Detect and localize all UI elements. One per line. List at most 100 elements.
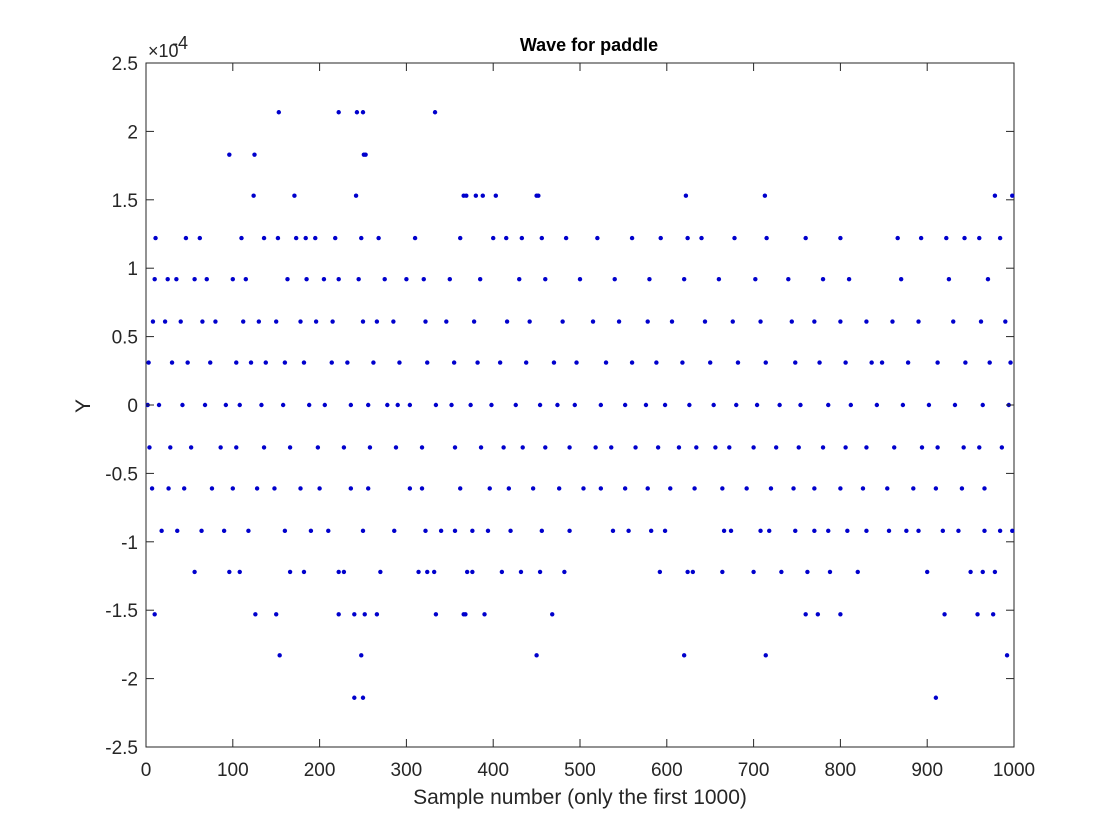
data-point xyxy=(681,276,687,282)
data-point xyxy=(977,445,982,450)
data-point xyxy=(341,445,347,450)
data-point xyxy=(975,612,980,617)
data-point xyxy=(432,110,438,115)
data-point xyxy=(353,193,359,198)
data-point xyxy=(506,486,512,491)
x-tick-label: 0 xyxy=(141,760,152,781)
data-point xyxy=(534,653,539,658)
y-tick-label: 2.5 xyxy=(112,54,138,75)
data-point xyxy=(263,360,268,365)
data-point xyxy=(777,402,782,408)
data-point xyxy=(978,319,984,324)
data-point xyxy=(146,360,151,365)
data-point xyxy=(303,235,308,241)
data-point xyxy=(916,528,921,534)
data-point xyxy=(683,193,689,198)
data-point xyxy=(421,276,426,282)
data-point xyxy=(838,235,843,241)
data-point xyxy=(518,569,524,575)
data-point xyxy=(820,276,826,282)
data-point xyxy=(308,528,314,534)
data-point xyxy=(826,528,831,534)
data-point xyxy=(539,235,545,241)
data-point xyxy=(419,445,425,450)
data-point xyxy=(330,319,335,324)
data-point xyxy=(581,486,586,491)
data-point xyxy=(527,319,532,324)
data-point xyxy=(280,402,286,408)
data-point xyxy=(218,445,223,450)
data-point xyxy=(728,528,734,534)
data-point xyxy=(1010,193,1015,198)
data-point xyxy=(181,486,187,491)
data-point xyxy=(458,235,463,241)
data-point xyxy=(277,653,282,658)
data-point xyxy=(192,276,197,282)
data-point xyxy=(720,486,725,491)
data-point xyxy=(992,569,998,575)
y-exponent-base: ×10 xyxy=(148,41,179,61)
data-point xyxy=(933,486,939,491)
chart-title: Wave for paddle xyxy=(520,35,658,55)
data-point xyxy=(209,486,215,491)
data-point xyxy=(508,528,513,534)
x-tick-label: 900 xyxy=(911,760,943,781)
data-point xyxy=(513,402,518,408)
data-point xyxy=(183,235,189,241)
data-point xyxy=(423,528,428,534)
x-tick-label: 600 xyxy=(651,760,683,781)
data-point xyxy=(152,276,157,282)
data-point xyxy=(168,445,173,450)
data-point xyxy=(475,360,480,365)
data-point xyxy=(590,319,596,324)
data-point xyxy=(900,402,906,408)
data-point xyxy=(165,276,170,282)
data-point xyxy=(246,528,251,534)
data-point xyxy=(812,528,817,534)
data-point xyxy=(227,569,232,575)
data-point xyxy=(407,402,413,408)
y-axis: -2.5 -2 -1.5 -1 -0.5 0 0.5 1 1.5 2 2.5 xyxy=(105,54,1014,759)
data-point xyxy=(668,486,673,491)
x-axis: 0 100 200 300 400 500 600 700 800 900 1000 xyxy=(141,63,1035,781)
data-point xyxy=(221,528,227,534)
data-point xyxy=(499,569,505,575)
data-point xyxy=(452,528,458,534)
data-point xyxy=(567,445,572,450)
data-point xyxy=(711,402,716,408)
data-point xyxy=(458,486,463,491)
data-point xyxy=(551,360,557,365)
data-point xyxy=(827,569,833,575)
data-point xyxy=(150,319,156,324)
data-point xyxy=(843,445,848,450)
data-point xyxy=(412,235,418,241)
data-point xyxy=(985,276,991,282)
data-point xyxy=(946,276,952,282)
data-point xyxy=(360,110,366,115)
data-point xyxy=(648,528,654,534)
data-point xyxy=(864,528,869,534)
data-point xyxy=(425,569,430,575)
data-point xyxy=(997,528,1003,534)
data-point xyxy=(497,360,503,365)
y-exponent-value: -4 xyxy=(172,33,188,53)
data-point xyxy=(192,569,197,575)
data-point xyxy=(793,528,798,534)
data-point xyxy=(629,360,635,365)
y-tick-label: -1.5 xyxy=(105,601,138,622)
data-point xyxy=(345,360,350,365)
y-tick-label: -1 xyxy=(121,533,138,554)
data-point xyxy=(416,569,421,575)
x-tick-label: 200 xyxy=(304,760,336,781)
data-point xyxy=(489,402,494,408)
data-point xyxy=(997,235,1003,241)
data-point xyxy=(647,276,652,282)
data-point xyxy=(992,193,998,198)
data-point xyxy=(419,486,425,491)
data-point xyxy=(543,276,548,282)
data-point xyxy=(562,569,567,575)
x-tick-label: 1000 xyxy=(993,760,1035,781)
data-point xyxy=(275,235,281,241)
data-point xyxy=(487,486,492,491)
data-point xyxy=(392,528,397,534)
